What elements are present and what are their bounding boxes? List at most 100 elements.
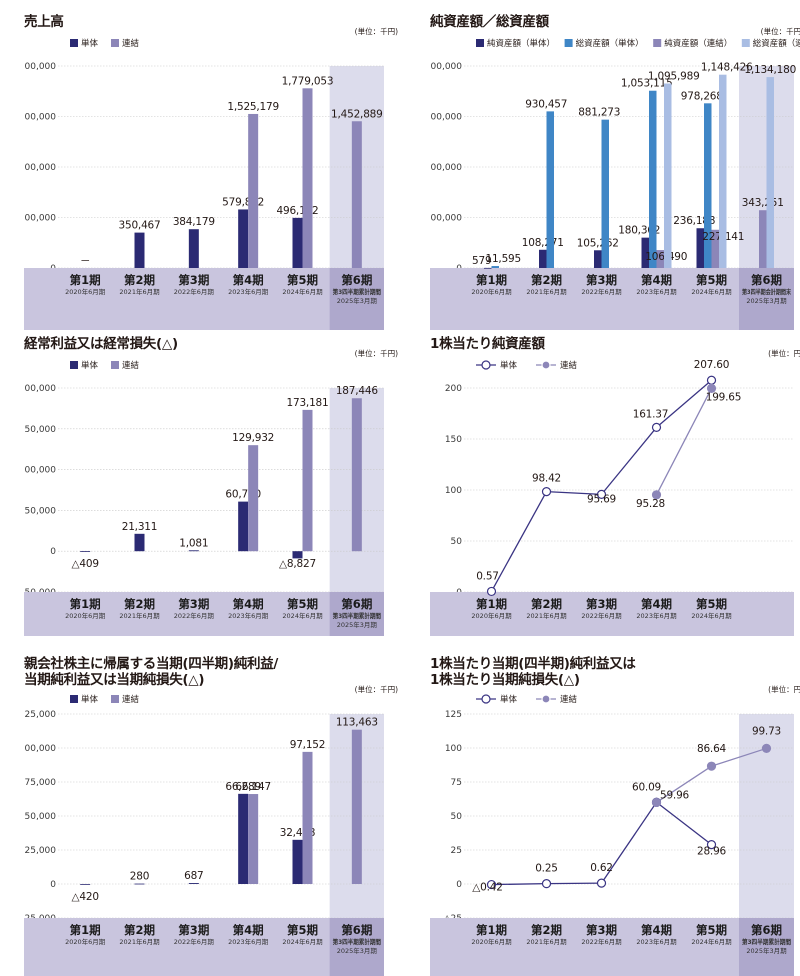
value-label: 280 <box>130 871 149 883</box>
value-label: 129,932 <box>232 432 274 444</box>
unit-label: (単位：千円) <box>354 685 398 694</box>
sales-chart: 0500,0001,000,0001,500,0002,000,000第1期20… <box>24 38 384 330</box>
value-label: 161.37 <box>633 408 669 420</box>
category-label: 第5期 <box>287 273 318 287</box>
legend-marker <box>541 360 551 370</box>
bar <box>649 90 657 268</box>
value-label: 1,452,889 <box>331 108 383 120</box>
category-sub-label: 2020年6月期 <box>471 611 512 620</box>
category-label: 第6期 <box>341 273 372 287</box>
category-sub-label: 第3四半期累計期間 <box>333 287 382 296</box>
value-label: 0.62 <box>590 862 613 874</box>
category-sub-label: 2022年6月期 <box>581 611 622 620</box>
legend-label: 連結 <box>122 360 140 371</box>
y-tick-label: 25,000 <box>25 846 57 856</box>
category-sub-label: 2022年6月期 <box>174 287 215 296</box>
category-label: 第3期 <box>178 597 209 611</box>
value-label: 28.96 <box>697 846 727 858</box>
category-label: 第1期 <box>476 923 507 937</box>
value-label: 99.73 <box>752 725 781 737</box>
category-sub-label: 2020年6月期 <box>471 287 512 296</box>
bar <box>546 111 554 268</box>
value-label: 350,467 <box>118 220 160 232</box>
category-label: 第5期 <box>696 923 727 937</box>
data-point <box>486 879 497 890</box>
legend-marker <box>481 694 491 704</box>
category-label: 第4期 <box>233 597 264 611</box>
bar <box>248 445 259 552</box>
category-label: 第4期 <box>641 597 672 611</box>
legend-label: 連結 <box>122 694 140 705</box>
category-label: 第4期 <box>233 273 264 287</box>
category-label: 第5期 <box>696 273 727 287</box>
category-label: 第6期 <box>751 923 782 937</box>
category-band-highlight <box>739 268 794 330</box>
bar <box>134 883 145 885</box>
value-label: △0.42 <box>472 882 502 894</box>
y-tick-label: 50 <box>451 812 463 822</box>
legend-label: 総資産額（連結） <box>753 38 800 49</box>
bar <box>484 267 492 269</box>
category-sub-label: 2022年6月期 <box>174 937 215 946</box>
category-label: 第3期 <box>586 923 617 937</box>
category-sub-label: 2024年6月期 <box>282 287 323 296</box>
category-sub-label: 2025年3月期 <box>337 946 378 955</box>
category-sub-label: 2023年6月期 <box>636 611 677 620</box>
category-sub-label: 2023年6月期 <box>228 611 269 620</box>
bar <box>719 74 727 268</box>
category-label: 第2期 <box>124 273 155 287</box>
category-sub-label: 2024年6月期 <box>282 937 323 946</box>
category-label: 第2期 <box>124 597 155 611</box>
value-label: 343,251 <box>742 197 784 209</box>
value-label: 1,095,989 <box>648 71 700 83</box>
category-band-highlight <box>329 268 384 330</box>
bar <box>704 103 712 268</box>
value-label: 978,268 <box>681 90 723 102</box>
bar <box>80 884 91 885</box>
data-point <box>706 761 717 771</box>
category-label: 第5期 <box>696 597 727 611</box>
value-label: 1,779,053 <box>282 75 334 87</box>
bar <box>292 839 303 884</box>
series-line <box>491 883 547 886</box>
category-sub-label: 2024年6月期 <box>282 611 323 620</box>
y-tick-label: 50 <box>451 537 463 547</box>
unit-label: (単位：千円) <box>354 349 398 358</box>
value-label: 60.09 <box>632 781 661 793</box>
legend-swatch <box>111 39 119 47</box>
category-band-highlight <box>739 918 794 976</box>
legend-swatch <box>111 695 119 703</box>
value-label: 199.65 <box>706 391 742 403</box>
legend-marker <box>481 360 491 370</box>
y-tick-label: 900,000 <box>430 113 462 123</box>
category-label: 第1期 <box>476 273 507 287</box>
unit-label: (単位：千円) <box>354 27 398 36</box>
bar <box>664 83 672 269</box>
y-tick-label: 75 <box>451 778 462 788</box>
series-line <box>656 801 712 846</box>
category-band <box>24 918 384 976</box>
legend-swatch <box>70 361 78 369</box>
value-label: 95.28 <box>636 498 665 510</box>
value-label: 579 <box>472 255 491 267</box>
category-sub-label: 2021年6月期 <box>526 611 567 620</box>
value-label: 1,081 <box>179 537 208 549</box>
bar <box>491 266 499 268</box>
y-tick-label: 2,000,000 <box>24 62 56 72</box>
legend-swatch <box>476 39 484 47</box>
value-label: 930,457 <box>525 98 567 110</box>
assets-chart: 0300,000600,000900,0001,200,000第1期2020年6… <box>430 38 800 330</box>
legend-swatch <box>70 39 78 47</box>
data-point <box>596 878 607 888</box>
y-tick-label: 300,000 <box>430 214 462 224</box>
legend-label: 純資産額（連結） <box>664 38 732 49</box>
legend-label: 単体 <box>81 360 99 371</box>
category-band <box>430 268 794 330</box>
category-label: 第2期 <box>531 273 562 287</box>
value-label: 113,463 <box>336 717 378 729</box>
bar <box>134 232 145 268</box>
value-label: 105,262 <box>577 237 619 249</box>
category-label: 第3期 <box>178 273 209 287</box>
category-sub-label: 2023年6月期 <box>636 937 677 946</box>
bar <box>302 751 313 884</box>
